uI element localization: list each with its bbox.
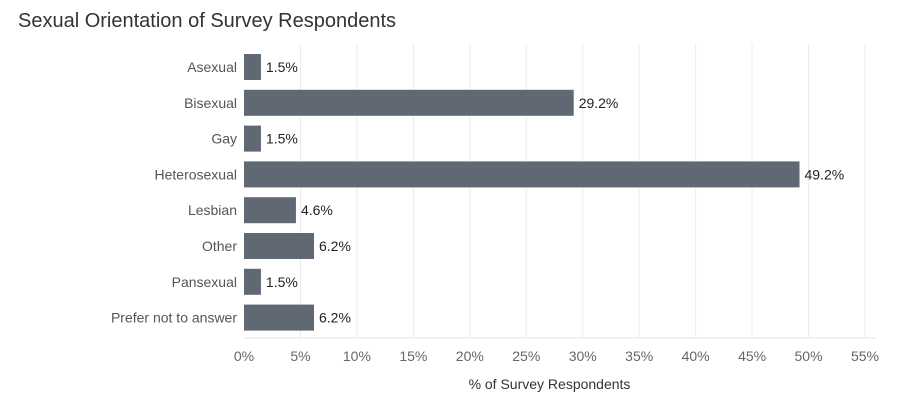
bar	[244, 54, 261, 80]
bar	[244, 268, 261, 295]
bar	[244, 304, 315, 331]
bar	[244, 125, 261, 152]
x-tick-label: 20%	[456, 348, 484, 364]
value-label: 1.5%	[266, 274, 298, 290]
category-labels: Asexual Bisexual Gay Heterosexual Lesbian Oth…	[111, 59, 237, 326]
value-label: 6.2%	[319, 238, 351, 254]
bar	[244, 197, 296, 224]
x-tick-label: 50%	[795, 348, 823, 364]
x-tick-label: 40%	[682, 348, 710, 364]
bar	[244, 161, 800, 188]
x-tick-label: 35%	[625, 348, 653, 364]
bar	[244, 89, 574, 116]
x-tick-label: 10%	[343, 348, 371, 364]
category-label: Bisexual	[184, 95, 237, 111]
bar	[244, 233, 315, 259]
x-tick-label: 15%	[399, 348, 427, 364]
value-label: 49.2%	[805, 166, 845, 182]
category-label: Heterosexual	[155, 166, 238, 182]
category-label: Gay	[211, 131, 237, 147]
bars	[244, 54, 800, 331]
x-axis-ticks: 0% 5% 10% 15% 20% 25% 30% 35% 40% 45% 50% 55%	[234, 348, 879, 364]
value-label: 29.2%	[579, 95, 619, 111]
category-label: Lesbian	[188, 202, 237, 218]
x-tick-label: 30%	[569, 348, 597, 364]
gridlines	[244, 44, 875, 339]
value-label: 1.5%	[266, 131, 298, 147]
x-axis-title: % of Survey Respondents	[469, 376, 631, 392]
category-label: Pansexual	[172, 274, 237, 290]
x-tick-label: 55%	[851, 348, 879, 364]
category-label: Asexual	[187, 59, 237, 75]
chart-title: Sexual Orientation of Survey Respondents	[18, 10, 396, 32]
value-label: 6.2%	[319, 310, 351, 326]
value-label: 4.6%	[301, 202, 333, 218]
x-tick-label: 5%	[290, 348, 310, 364]
category-label: Prefer not to answer	[111, 310, 237, 326]
x-tick-label: 45%	[738, 348, 766, 364]
value-labels: 1.5% 29.2% 1.5% 49.2% 4.6% 6.2% 1.5% 6.2%	[266, 59, 844, 326]
x-tick-label: 25%	[512, 348, 540, 364]
category-label: Other	[202, 238, 237, 254]
value-label: 1.5%	[266, 59, 298, 75]
x-tick-label: 0%	[234, 348, 254, 364]
